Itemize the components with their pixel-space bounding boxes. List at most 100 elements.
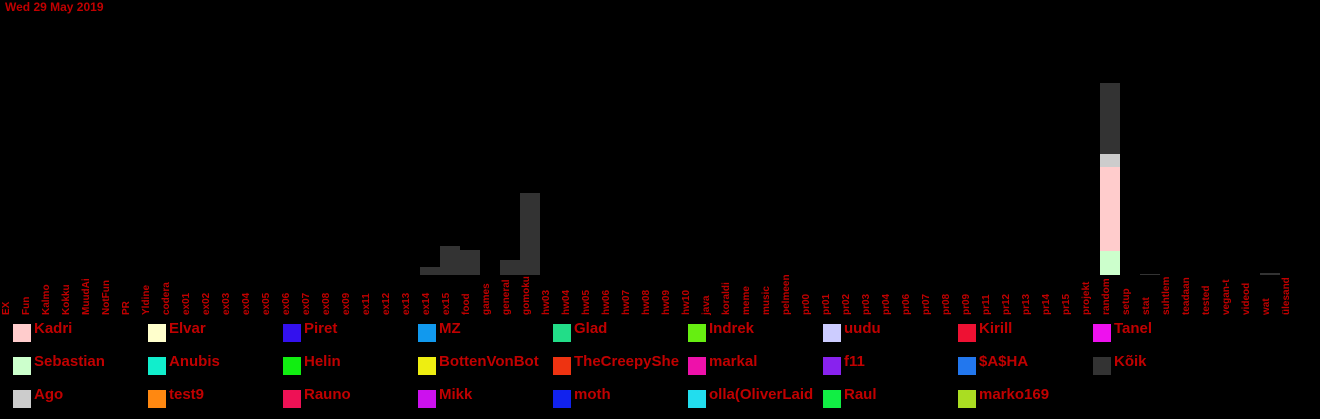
legend-swatch <box>13 324 31 342</box>
legend-swatch <box>283 390 301 408</box>
x-tick-label: pr11 <box>981 294 992 315</box>
legend-swatch <box>148 390 166 408</box>
bar-ex15-Kõik <box>440 246 460 275</box>
x-tick-label: hw05 <box>581 290 592 315</box>
legend-swatch <box>553 324 571 342</box>
legend-label: MZ <box>439 320 461 337</box>
date-label: Wed 29 May 2019 <box>5 0 104 14</box>
x-tick-label: Fun <box>21 297 32 315</box>
x-tick-label: hw03 <box>541 290 552 315</box>
x-tick-label: ex07 <box>301 292 312 315</box>
x-tick-label: suhtlem <box>1161 277 1172 315</box>
x-tick-label: Kalmo <box>41 284 52 315</box>
legend-label: Kadri <box>34 320 73 337</box>
x-tick-label: pr07 <box>921 293 932 315</box>
x-tick-label: wat <box>1261 298 1272 316</box>
legend-label: uudu <box>844 320 881 337</box>
x-tick-label: ex09 <box>341 292 352 315</box>
bar-general-Kõik <box>500 260 520 275</box>
legend-swatch <box>823 390 841 408</box>
legend-label: test9 <box>169 386 205 403</box>
x-tick-label: ex08 <box>321 292 332 315</box>
legend-swatch <box>148 324 166 342</box>
x-tick-label: projekt <box>1081 281 1092 315</box>
x-tick-label: koraldi <box>721 282 732 315</box>
x-tick-label: ex03 <box>221 292 232 315</box>
legend-swatch <box>958 324 976 342</box>
legend-swatch <box>688 357 706 375</box>
bar-gomoku-Kõik <box>520 193 540 275</box>
x-tick-label: pr08 <box>941 293 952 315</box>
legend-label: BottenVonBot <box>439 353 539 370</box>
legend-swatch <box>418 324 436 342</box>
bar-stat-Kõik <box>1140 274 1160 275</box>
x-tick-label: ex01 <box>181 292 192 315</box>
bar-ex14-Kõik <box>420 267 440 275</box>
legend-label: f11 <box>844 353 865 370</box>
legend-swatch <box>13 357 31 375</box>
x-tick-label: pr03 <box>861 293 872 315</box>
x-tick-label: hw08 <box>641 290 652 315</box>
x-tick-label: hw06 <box>601 290 612 315</box>
x-tick-label: ex06 <box>281 292 292 315</box>
x-tick-label: ex15 <box>441 292 452 315</box>
bar-random-Kõik <box>1100 83 1120 154</box>
legend-label: Sebastian <box>34 353 105 370</box>
legend-label: Indrek <box>709 320 755 337</box>
legend-label: Rauno <box>304 386 351 403</box>
x-tick-label: pr09 <box>961 293 972 315</box>
x-tick-label: stat <box>1141 297 1152 315</box>
x-tick-label: pr14 <box>1041 293 1052 315</box>
x-tick-label: videod <box>1241 283 1252 315</box>
x-tick-label: gomoku <box>521 276 532 315</box>
x-tick-label: ex11 <box>361 293 372 315</box>
legend-label: Anubis <box>169 353 220 370</box>
x-tick-label: NotFun <box>101 280 112 315</box>
legend-label: Piret <box>304 320 338 337</box>
legend-swatch <box>13 390 31 408</box>
x-tick-label: random <box>1101 278 1112 315</box>
x-tick-label: ex12 <box>381 292 392 315</box>
x-tick-label: games <box>481 283 492 315</box>
x-tick-label: PR <box>121 300 132 315</box>
legend-label: $A$HA <box>979 353 1029 370</box>
x-tick-label: hw04 <box>561 290 572 315</box>
x-tick-label: hw09 <box>661 290 672 315</box>
bar-wat-Kõik <box>1260 273 1280 275</box>
legend-swatch <box>688 390 706 408</box>
legend-label: TheCreepyShe <box>574 353 680 370</box>
x-tick-label: hw07 <box>621 290 632 315</box>
legend-swatch <box>553 357 571 375</box>
legend-label: Ago <box>34 386 64 403</box>
legend-swatch <box>823 324 841 342</box>
legend-swatch <box>958 357 976 375</box>
legend-swatch <box>1093 357 1111 375</box>
x-tick-label: ex05 <box>261 292 272 315</box>
x-tick-label: ex13 <box>401 292 412 315</box>
legend-label: Kõik <box>1114 353 1147 370</box>
x-tick-label: MuudAi <box>81 278 92 315</box>
x-tick-label: pr12 <box>1001 293 1012 315</box>
legend-swatch <box>418 390 436 408</box>
legend-swatch <box>958 390 976 408</box>
x-tick-label: pr06 <box>901 293 912 315</box>
x-tick-label: hw10 <box>681 290 692 315</box>
legend-label: marko169 <box>979 386 1050 403</box>
legend-label: Helin <box>304 353 341 370</box>
x-tick-label: pr13 <box>1021 293 1032 315</box>
x-tick-label: general <box>501 279 512 315</box>
legend-swatch <box>688 324 706 342</box>
bar-random-Sebastian <box>1100 251 1120 275</box>
x-tick-label: pr15 <box>1061 293 1072 315</box>
legend-swatch <box>283 324 301 342</box>
x-tick-label: music <box>761 286 772 315</box>
x-tick-label: java <box>701 295 712 316</box>
x-tick-label: pr02 <box>841 293 852 315</box>
legend-label: Mikk <box>439 386 473 403</box>
legend-label: Kirill <box>979 320 1013 337</box>
legend-label: Elvar <box>169 320 206 337</box>
bar-chart: EX Fun Kalmo Kokku MuudAi NotFun PR Yldine coder… <box>1 83 1292 316</box>
bar-random-Ago <box>1100 154 1120 167</box>
x-tick-label: EX <box>1 301 12 315</box>
x-tick-label: Kokku <box>61 284 72 315</box>
